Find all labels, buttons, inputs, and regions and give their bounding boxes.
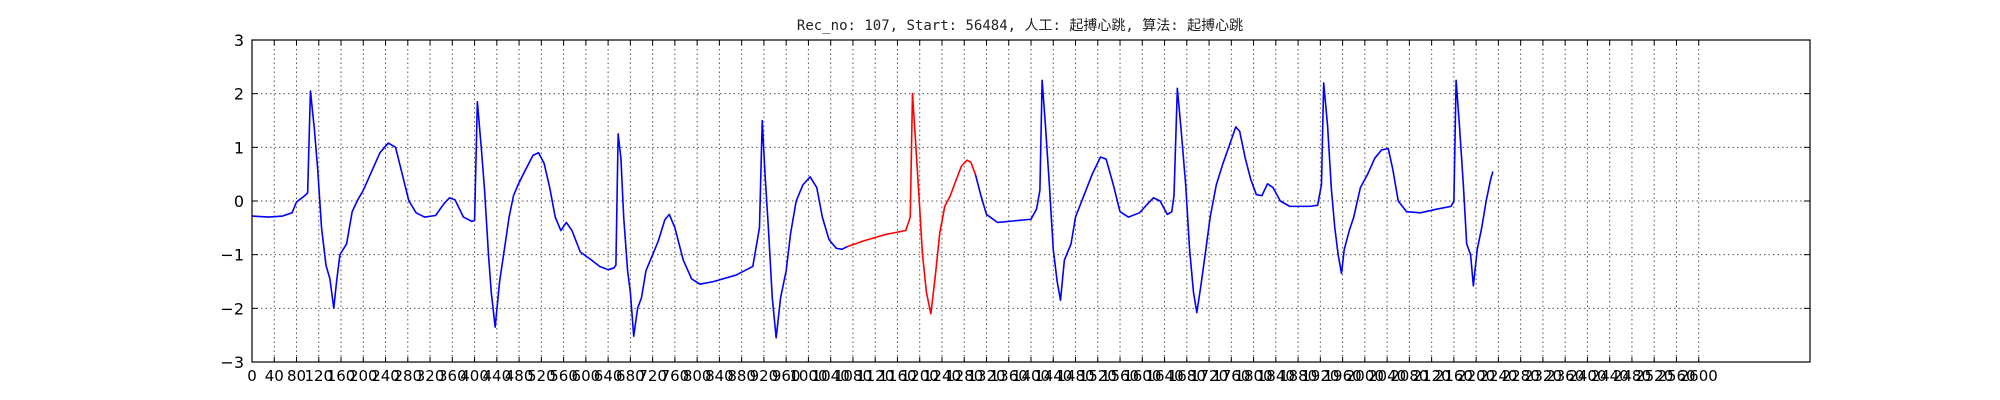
x-tick-label: 2320 [1524, 367, 1562, 385]
x-tick-label: 680 [616, 367, 645, 385]
x-tick-label: 0 [247, 367, 257, 385]
x-tick-label: 640 [594, 367, 623, 385]
x-tick-label: 920 [750, 367, 779, 385]
x-tick-label: 2200 [1457, 367, 1495, 385]
x-tick-label: 1320 [967, 367, 1005, 385]
x-tick-label: 2600 [1680, 367, 1718, 385]
x-tick-label: 2160 [1435, 367, 1473, 385]
y-tick-label: −1 [220, 246, 244, 265]
x-tick-label: 400 [460, 367, 489, 385]
ecg-trace-segment [251, 90, 848, 339]
x-tick-label: 1200 [901, 367, 939, 385]
x-tick-label: 2240 [1479, 367, 1517, 385]
x-tick-label: 2280 [1502, 367, 1540, 385]
y-tick-label: −2 [220, 299, 244, 318]
x-tick-label: 960 [772, 367, 801, 385]
x-tick-label: 2440 [1591, 367, 1629, 385]
ecg-trace-highlight [847, 92, 977, 315]
x-tick-label: 40 [265, 367, 284, 385]
x-tick-label: 1920 [1301, 367, 1339, 385]
x-tick-label: 720 [638, 367, 667, 385]
x-axis-labels: 0 40 8012016020024028032036040044048052056… [247, 367, 1718, 385]
x-tick-label: 880 [727, 367, 756, 385]
x-tick-label: 2400 [1568, 367, 1606, 385]
plot-frame [251, 39, 1811, 363]
x-tick-label: 440 [483, 367, 512, 385]
x-tick-label: 1680 [1168, 367, 1206, 385]
x-tick-label: 240 [371, 367, 400, 385]
x-tick-label: 1520 [1079, 367, 1117, 385]
x-tick-label: 1800 [1234, 367, 1272, 385]
x-tick-label: 1000 [789, 367, 827, 385]
x-tick-label: 1960 [1324, 367, 1362, 385]
x-tick-label: 600 [572, 367, 601, 385]
y-tick-label: 2 [234, 85, 244, 104]
x-tick-label: 160 [327, 367, 356, 385]
x-tick-label: 360 [438, 367, 467, 385]
x-tick-label: 1600 [1123, 367, 1161, 385]
x-tick-label: 2080 [1390, 367, 1428, 385]
x-tick-label: 1120 [856, 367, 894, 385]
x-tick-label: 2040 [1368, 367, 1406, 385]
x-tick-label: 200 [349, 367, 378, 385]
x-tick-label: 2480 [1613, 367, 1651, 385]
y-axis-labels: 3 2 1 0 −1 −2 −3 [220, 31, 244, 372]
x-tick-label: 1720 [1190, 367, 1228, 385]
x-tick-label: 1840 [1257, 367, 1295, 385]
x-tick-label: 560 [549, 367, 578, 385]
x-tick-label: 1400 [1012, 367, 1050, 385]
x-tick-label: 2520 [1635, 367, 1673, 385]
x-tick-label: 280 [393, 367, 422, 385]
x-tick-label: 1480 [1056, 367, 1094, 385]
x-tick-label: 1880 [1279, 367, 1317, 385]
x-tick-label: 1560 [1101, 367, 1139, 385]
x-tick-label: 1760 [1212, 367, 1250, 385]
x-tick-label: 120 [304, 367, 333, 385]
x-tick-label: 480 [505, 367, 534, 385]
series-group [251, 79, 1494, 339]
x-tick-label: 320 [416, 367, 445, 385]
ecg-trace-segment [974, 79, 1494, 314]
x-tick-label: 1440 [1034, 367, 1072, 385]
x-tick-label: 520 [527, 367, 556, 385]
x-tick-label: 1640 [1145, 367, 1183, 385]
x-tick-label: 800 [683, 367, 712, 385]
y-tick-label: 3 [234, 31, 244, 50]
x-tick-label: 1240 [923, 367, 961, 385]
y-tick-label: −3 [220, 353, 244, 372]
x-tick-label: 760 [661, 367, 690, 385]
x-tick-label: 2360 [1546, 367, 1584, 385]
grid [252, 40, 1810, 362]
x-tick-label: 2120 [1413, 367, 1451, 385]
x-tick-label: 80 [287, 367, 306, 385]
x-tick-label: 2560 [1657, 367, 1695, 385]
x-tick-label: 1080 [834, 367, 872, 385]
y-tick-label: 1 [234, 138, 244, 157]
x-tick-label: 2000 [1346, 367, 1384, 385]
x-tick-label: 840 [705, 367, 734, 385]
x-tick-label: 1280 [945, 367, 983, 385]
y-tick-label: 0 [234, 192, 244, 211]
chart-title: Rec_no: 107, Start: 56484, 人工: 起搏心跳, 算法:… [797, 17, 1243, 34]
x-tick-label: 1040 [812, 367, 850, 385]
axis-ticks [251, 39, 1810, 363]
x-tick-label: 1360 [990, 367, 1028, 385]
x-tick-label: 1160 [878, 367, 916, 385]
